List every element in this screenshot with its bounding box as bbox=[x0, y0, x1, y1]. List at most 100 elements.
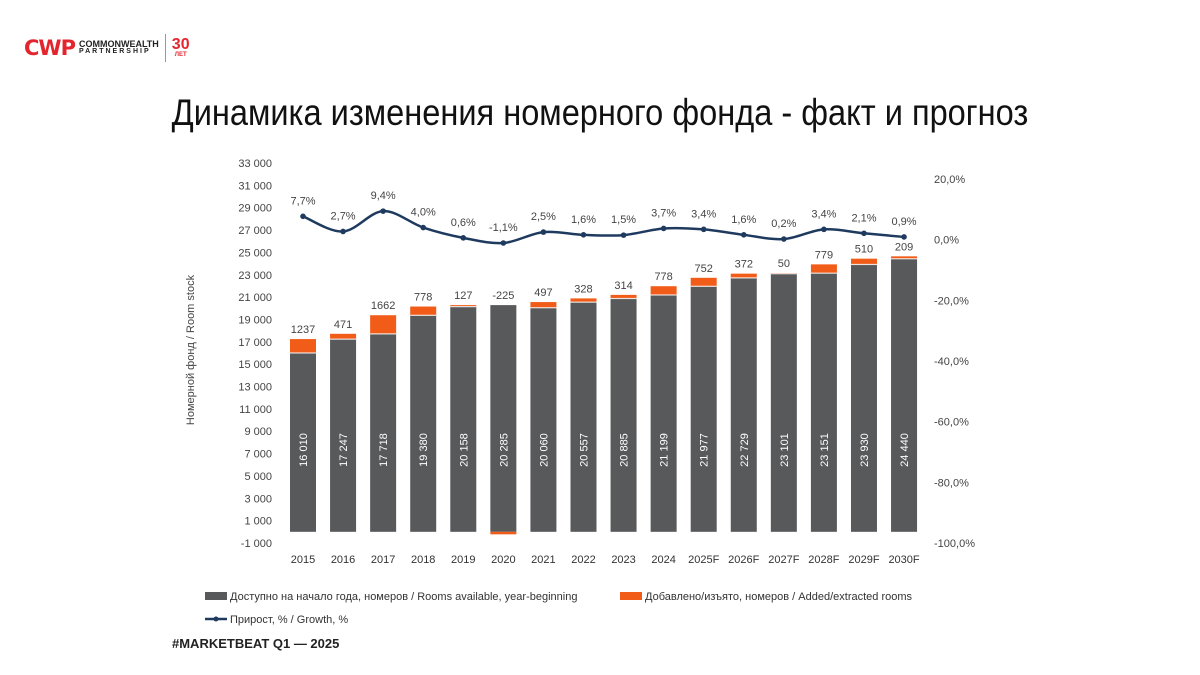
available-label: 23 151 bbox=[819, 433, 831, 467]
y-tick-label: 9 000 bbox=[244, 426, 272, 438]
y-axis-title: Номерной фонд / Room stock bbox=[185, 274, 197, 425]
y2-tick-label: -40,0% bbox=[934, 356, 969, 368]
bar-available bbox=[610, 298, 637, 532]
bar-available bbox=[530, 307, 557, 532]
added-label: 778 bbox=[414, 292, 432, 304]
added-label: 50 bbox=[778, 258, 790, 270]
y-tick-label: 5 000 bbox=[244, 471, 272, 483]
y-tick-label: 15 000 bbox=[238, 359, 272, 371]
bar-added bbox=[891, 256, 918, 259]
y-tick-label: 29 000 bbox=[238, 203, 272, 215]
x-tick-label: 2023 bbox=[611, 554, 635, 566]
growth-point bbox=[861, 230, 867, 237]
bar-added bbox=[330, 333, 357, 340]
growth-label: 1,6% bbox=[731, 214, 756, 226]
y-tick-label: -1 000 bbox=[241, 538, 272, 550]
bar-separator bbox=[610, 297, 637, 300]
bar-added bbox=[290, 339, 316, 353]
bar-separator bbox=[290, 352, 316, 354]
y-tick-label: 13 000 bbox=[238, 382, 272, 394]
growth-point bbox=[420, 224, 427, 231]
x-tick-label: 2027F bbox=[768, 554, 799, 566]
x-tick-label: 2018 bbox=[411, 554, 435, 566]
bar-separator bbox=[690, 285, 717, 287]
y-tick-label: 21 000 bbox=[238, 292, 272, 304]
y-tick-label: 11 000 bbox=[239, 404, 272, 416]
bar-separator bbox=[810, 272, 837, 274]
growth-point bbox=[300, 213, 306, 220]
bar-separator bbox=[730, 277, 757, 279]
growth-point bbox=[821, 226, 827, 233]
bar-available bbox=[730, 277, 757, 532]
added-label: -225 bbox=[492, 290, 514, 302]
available-label: 20 885 bbox=[619, 433, 631, 467]
available-label: 20 158 bbox=[458, 433, 470, 467]
growth-label: 1,5% bbox=[611, 214, 636, 226]
available-label: 23 930 bbox=[859, 433, 871, 467]
growth-label: 7,7% bbox=[290, 195, 315, 207]
growth-point bbox=[620, 232, 627, 238]
added-label: 778 bbox=[654, 271, 672, 283]
y-tick-label: 33 000 bbox=[238, 158, 272, 170]
x-tick-label: 2022 bbox=[571, 554, 595, 566]
growth-point bbox=[340, 228, 346, 235]
bar-available bbox=[690, 286, 717, 532]
y2-tick-label: -60,0% bbox=[934, 417, 969, 429]
bar-separator bbox=[650, 294, 677, 296]
bar-added bbox=[490, 531, 517, 535]
growth-point bbox=[380, 208, 386, 214]
x-tick-label: 2021 bbox=[531, 554, 555, 566]
bar-available bbox=[490, 305, 517, 532]
growth-point bbox=[500, 240, 507, 246]
growth-label: 1,6% bbox=[571, 214, 596, 226]
y2-tick-label: 20,0% bbox=[934, 174, 965, 186]
bar-available bbox=[410, 315, 437, 532]
bar-separator bbox=[330, 338, 357, 340]
y-tick-label: 1 000 bbox=[244, 516, 272, 528]
added-label: 471 bbox=[334, 319, 352, 331]
footer-source: #MARKETBEAT Q1 — 2025 bbox=[172, 636, 340, 651]
y2-tick-label: -20,0% bbox=[934, 295, 969, 307]
added-label: 510 bbox=[855, 244, 873, 256]
logo-mark: CWP bbox=[24, 36, 76, 60]
bar-added bbox=[730, 273, 757, 278]
added-label: 372 bbox=[735, 259, 753, 271]
bar-available bbox=[290, 352, 316, 532]
growth-point bbox=[580, 232, 587, 238]
legend-swatch-growth-point bbox=[213, 616, 219, 622]
legend-label-available: Доступно на начало года, номеров / Rooms… bbox=[230, 591, 577, 603]
x-tick-label: 2016 bbox=[331, 554, 355, 566]
added-label: 1237 bbox=[291, 324, 315, 336]
logo-anniversary: 30 bbox=[171, 36, 190, 53]
bar-separator bbox=[570, 301, 597, 303]
added-label: 209 bbox=[895, 241, 913, 253]
legend-label-added: Добавлено/изъято, номеров / Added/extrac… bbox=[645, 591, 913, 603]
x-tick-label: 2030F bbox=[888, 554, 919, 566]
y-tick-label: 19 000 bbox=[238, 314, 272, 326]
bar-added bbox=[570, 298, 597, 303]
bar-separator bbox=[450, 306, 477, 308]
bar-separator bbox=[850, 263, 877, 266]
added-label: 328 bbox=[574, 283, 592, 295]
available-label: 20 285 bbox=[498, 433, 510, 467]
growth-label: 9,4% bbox=[371, 190, 396, 202]
x-tick-label: 2019 bbox=[451, 554, 475, 566]
available-label: 20 060 bbox=[538, 433, 550, 467]
available-label: 23 101 bbox=[779, 433, 791, 467]
bar-available bbox=[770, 273, 797, 532]
growth-point bbox=[700, 226, 707, 233]
growth-label: 0,9% bbox=[892, 216, 917, 228]
growth-label: 3,4% bbox=[691, 208, 716, 220]
added-label: 497 bbox=[534, 287, 552, 299]
bar-added bbox=[810, 264, 837, 274]
growth-label: 3,7% bbox=[651, 207, 676, 219]
x-tick-label: 2025F bbox=[688, 554, 719, 566]
y2-tick-label: 0,0% bbox=[934, 235, 959, 247]
y-tick-label: 3 000 bbox=[244, 493, 272, 505]
available-label: 22 729 bbox=[739, 433, 751, 467]
available-label: 21 977 bbox=[699, 433, 711, 467]
logo-line1: COMMONWEALTH bbox=[78, 39, 159, 49]
growth-point bbox=[740, 232, 747, 238]
bar-available bbox=[891, 258, 918, 532]
